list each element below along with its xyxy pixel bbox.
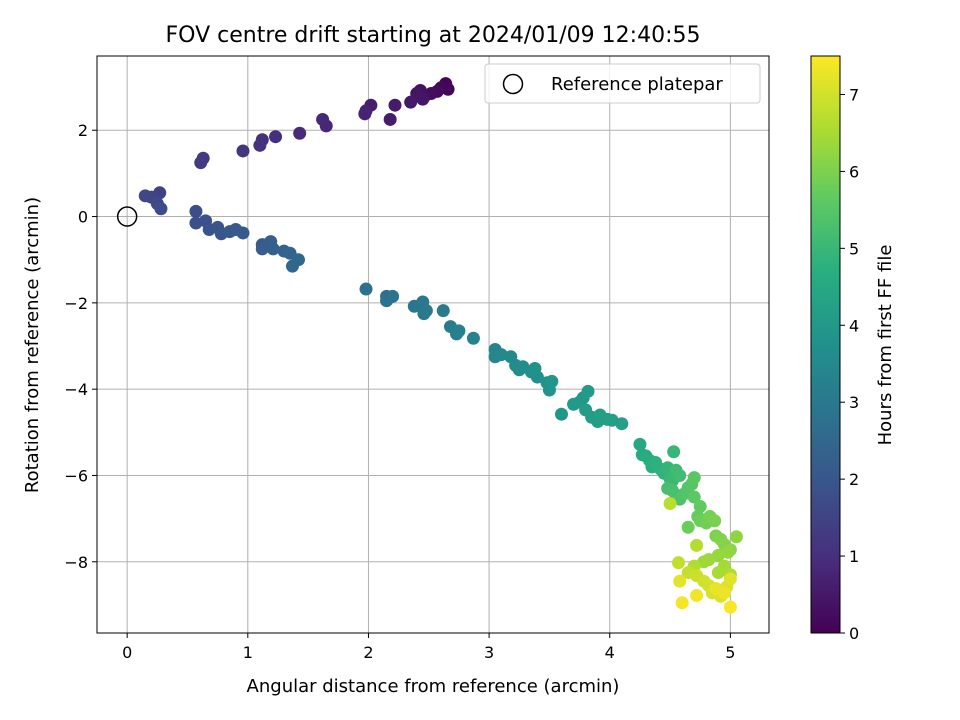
- y-axis-label: Rotation from reference (arcmin): [22, 197, 43, 493]
- data-point: [138, 189, 152, 203]
- data-point: [690, 538, 704, 552]
- data-point: [615, 417, 629, 431]
- data-point: [672, 556, 686, 570]
- data-point: [255, 242, 269, 256]
- colorbar-tick-label: 7: [849, 85, 859, 104]
- data-point: [358, 107, 372, 121]
- legend-entry-reference: Reference platepar: [551, 74, 723, 95]
- colorbar-tick-label: 5: [849, 239, 859, 258]
- y-tick-label: −4: [64, 380, 88, 399]
- data-point: [545, 374, 559, 388]
- colorbar-ticks: 0 1 2 3 4 5 6 7: [840, 85, 859, 643]
- data-point: [708, 514, 722, 528]
- chart-title: FOV centre drift starting at 2024/01/09 …: [166, 23, 701, 48]
- data-point: [269, 130, 283, 144]
- data-point: [554, 407, 568, 421]
- data-point: [528, 361, 542, 375]
- x-tick-label: 2: [363, 643, 373, 662]
- grid: [97, 56, 769, 633]
- legend: Reference platepar: [484, 63, 761, 104]
- legend-marker-icon: [502, 73, 524, 95]
- y-tick-label: −2: [64, 294, 88, 313]
- data-point: [673, 468, 687, 482]
- y-tick-label: −8: [64, 553, 88, 572]
- y-tick-label: −6: [64, 466, 88, 485]
- data-point: [419, 304, 433, 318]
- x-tick-label: 4: [605, 643, 615, 662]
- x-axis-label: Angular distance from reference (arcmin): [247, 676, 620, 697]
- data-point: [416, 92, 430, 106]
- data-point: [452, 324, 466, 338]
- colorbar-tick-label: 6: [849, 162, 859, 181]
- y-tick-label: 0: [78, 208, 88, 227]
- x-tick-label: 3: [484, 643, 494, 662]
- data-point: [581, 384, 595, 398]
- data-point: [293, 126, 307, 140]
- data-point: [253, 138, 267, 152]
- data-point: [466, 331, 480, 345]
- data-point: [236, 226, 250, 240]
- colorbar-label: Hours from first FF file: [875, 245, 896, 446]
- data-point: [291, 253, 305, 267]
- data-point: [359, 282, 373, 296]
- data-point: [189, 204, 203, 218]
- data-point: [729, 530, 743, 544]
- colorbar: 0 1 2 3 4 5 6 7 Hours from first FF file: [810, 55, 896, 643]
- y-tick-label: 2: [78, 121, 88, 140]
- data-point: [723, 600, 737, 614]
- data-point: [723, 572, 737, 586]
- y-axis-ticks: 2 0 −2 −4 −6 −8: [64, 121, 97, 572]
- plot-frame: [96, 55, 770, 634]
- data-point: [436, 304, 450, 318]
- x-tick-label: 5: [725, 643, 735, 662]
- x-tick-label: 0: [122, 643, 132, 662]
- data-point: [693, 500, 707, 514]
- colorbar-tick-label: 3: [849, 393, 859, 412]
- data-point: [154, 202, 168, 216]
- data-point: [687, 471, 701, 485]
- data-point: [667, 445, 681, 459]
- data-point: [388, 98, 402, 112]
- colorbar-tick-label: 1: [849, 547, 859, 566]
- data-point: [316, 112, 330, 126]
- legend-box: [484, 63, 761, 104]
- data-point: [690, 588, 704, 602]
- scatter-points: [138, 77, 743, 614]
- reference-point-marker: [116, 206, 138, 227]
- data-point: [236, 144, 250, 158]
- x-tick-label: 1: [243, 643, 253, 662]
- x-axis-ticks: 0 1 2 3 4 5: [122, 633, 735, 662]
- data-point: [404, 95, 418, 109]
- data-point: [717, 586, 731, 600]
- colorbar-tick-label: 0: [849, 624, 859, 643]
- data-point: [383, 112, 397, 126]
- data-point: [673, 574, 687, 588]
- data-point: [663, 497, 677, 511]
- colorbar-tick-label: 4: [849, 316, 859, 335]
- data-point: [681, 520, 695, 534]
- data-point: [633, 437, 647, 451]
- data-point: [194, 156, 208, 170]
- data-point: [687, 490, 701, 504]
- colorbar-gradient: [810, 55, 841, 634]
- data-point: [711, 566, 725, 580]
- data-point: [675, 596, 689, 610]
- data-point: [386, 289, 400, 303]
- data-point: [266, 242, 280, 256]
- colorbar-tick-label: 2: [849, 470, 859, 489]
